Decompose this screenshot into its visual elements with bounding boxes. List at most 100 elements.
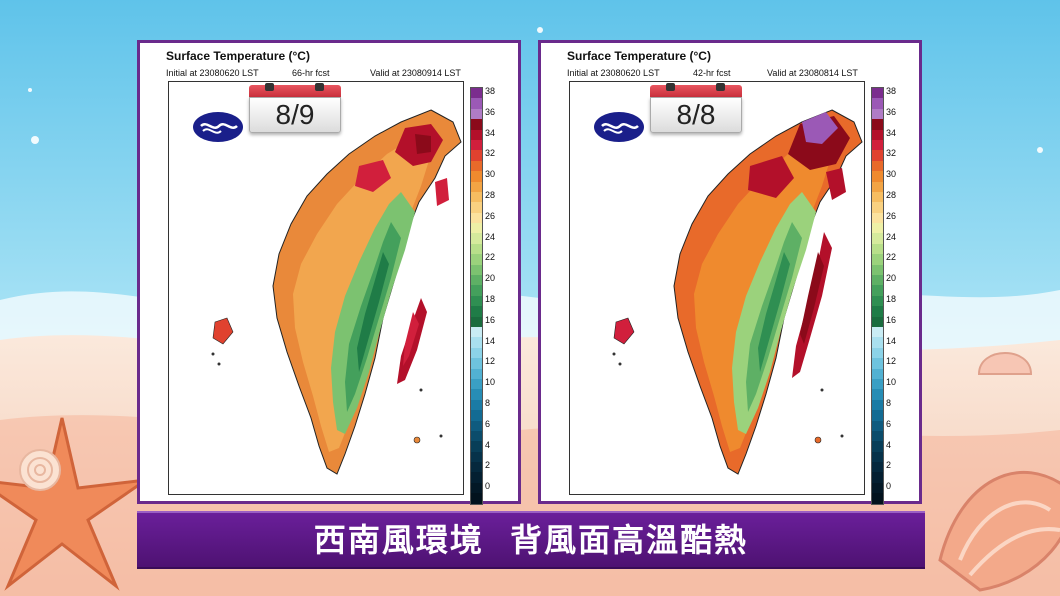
colorbar-tick-label: 24 [886,231,897,242]
colorbar-cell [872,368,883,379]
colorbar-tick-label: 30 [886,169,897,180]
colorbar-cell [471,129,482,140]
colorbar-cell [471,264,482,276]
colorbar-cell [872,430,883,442]
colorbar-cell [471,368,482,379]
colorbar-tick-label: 22 [485,252,496,263]
colorbar-cell [471,88,482,99]
colorbar-tick-label: 32 [886,148,897,159]
colorbar-cell [471,233,482,244]
colorbar-cell [471,181,482,192]
colorbar-cell [471,306,482,317]
colorbar-cell [471,171,482,182]
colorbar-tick-label: 28 [485,190,496,200]
initial-time: Initial at 23080620 LST [166,68,259,78]
colorbar-cell [471,378,482,390]
forecast-panel-right: Surface Temperature (°C) Initial at 2308… [538,40,922,505]
colorbar-cell [872,295,883,307]
colorbar-tick-label: 12 [886,356,897,367]
colorbar-cell [872,254,883,265]
date-badge: 8/9 [275,99,315,130]
colorbar-cell [471,191,482,203]
colorbar-cell [471,223,482,234]
colorbar-tick-label: 8 [485,398,491,408]
colorbar-cell [872,399,883,411]
colorbar-cell [872,88,883,99]
colorbar-cell [872,389,883,400]
colorbar-cell [471,119,482,130]
colorbar-tick-label: 12 [485,356,496,367]
valid-time: Valid at 23080814 LST [767,68,858,78]
colorbar-tick-label: 30 [485,169,496,180]
colorbar-cell [872,451,883,463]
forecast-hour: 66-hr fcst [292,68,330,78]
colorbar-tick-label: 0 [886,481,892,492]
forecast-hour: 42-hr fcst [693,68,731,78]
colorbar-cell [471,202,482,213]
colorbar-cell [872,462,883,473]
colorbar-cell [872,243,883,255]
colorbar-cell [471,243,482,255]
colorbar-tick-label: 38 [886,86,897,96]
colorbar-tick-label: 34 [886,127,897,138]
colorbar-cell [872,306,883,317]
colorbar-cell [471,462,482,473]
colorbar-tick-label: 6 [485,418,491,429]
colorbar-cell [471,212,482,224]
colorbar-cell [471,493,482,504]
colorbar-cell [872,378,883,390]
colorbar-cell [471,275,482,286]
colorbar-tick-label: 6 [886,418,892,429]
calendar-icon: 8/9 [249,83,341,133]
colorbar [871,87,884,505]
colorbar-cell [872,285,883,296]
colorbar-cell [872,171,883,182]
colorbar-cell [471,420,482,431]
colorbar-cell [872,202,883,213]
colorbar-cell [471,441,482,452]
colorbar-tick-label: 24 [485,231,496,242]
starfish-icon [0,417,147,591]
colorbar-cell [872,347,883,359]
colorbar-cell [872,410,883,421]
taiwan-map [211,109,462,475]
colorbar-cell [471,316,482,327]
colorbar-tick-label: 2 [886,460,892,471]
colorbar-tick-label: 20 [485,273,496,284]
colorbar-cell [872,326,883,338]
colorbar-cell [872,493,883,504]
temperature-map: 8/9 [168,81,464,495]
caption-text: 西南風環境 背風面高溫酷熱 [313,521,749,559]
colorbar-tick-label: 38 [485,86,496,96]
colorbar-cell [872,191,883,203]
colorbar-cell [471,98,482,109]
colorbar-cell [471,139,482,151]
colorbar-tick-label: 16 [886,314,897,325]
colorbar-tick-label: 10 [485,377,496,388]
colorbar-tick-label: 22 [886,252,897,263]
colorbar-tick-label: 2 [485,460,491,471]
colorbar-tick-label: 32 [485,148,496,159]
colorbar-cell [471,160,482,172]
colorbar-tick-label: 26 [485,210,496,221]
colorbar-cell [471,389,482,400]
colorbar-cell [471,451,482,463]
colorbar-cell [471,285,482,296]
colorbar-cell [471,410,482,421]
colorbar-cell [872,129,883,140]
colorbar-tick-label: 34 [485,127,496,138]
colorbar-cell [471,399,482,411]
scallop-shell-icon [977,352,1033,375]
colorbar-cell [872,316,883,327]
panel-title: Surface Temperature (°C) [166,49,310,63]
colorbar-cell [471,337,482,348]
colorbar [470,87,483,505]
colorbar-tick-label: 0 [485,481,491,492]
colorbar-cell [872,441,883,452]
taiwan-map [612,109,863,475]
initial-time: Initial at 23080620 LST [567,68,660,78]
colorbar-tick-label: 16 [485,314,496,325]
colorbar-cell [872,119,883,130]
colorbar-cell [471,150,482,161]
calendar-icon: 8/8 [650,83,742,133]
